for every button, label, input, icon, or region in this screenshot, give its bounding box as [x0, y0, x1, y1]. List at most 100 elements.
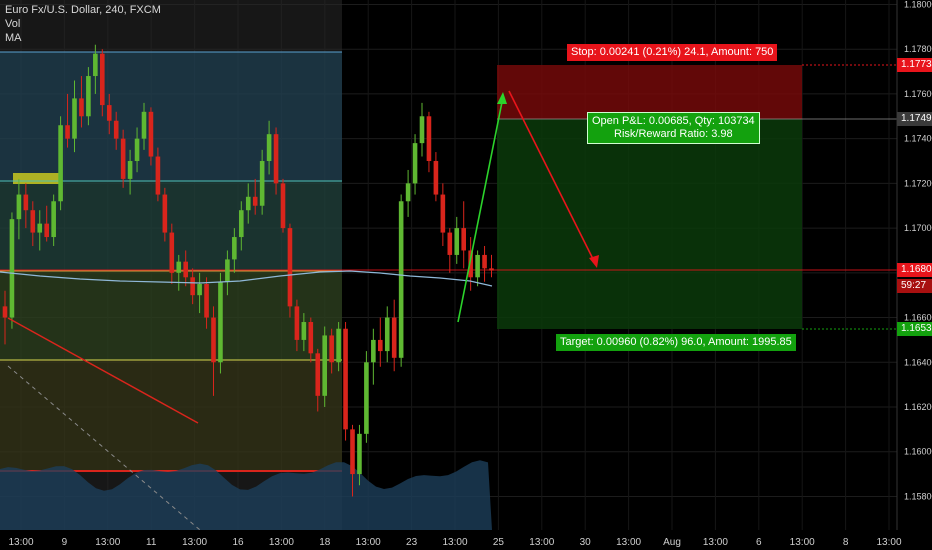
- candle: [259, 149, 265, 215]
- candle-body: [155, 156, 161, 195]
- indicator-vol-label[interactable]: Vol: [5, 18, 21, 30]
- candle-body: [134, 138, 140, 162]
- candle: [440, 183, 446, 246]
- candles: [2, 44, 494, 497]
- candle-body: [489, 268, 494, 271]
- candle: [301, 313, 307, 352]
- overlay-drawings: [0, 90, 599, 531]
- candle: [357, 424, 362, 486]
- candle: [336, 322, 341, 372]
- candle: [433, 152, 439, 202]
- candle-body: [350, 429, 355, 475]
- candle: [197, 272, 202, 314]
- x-tick-label: 25: [493, 537, 505, 548]
- candle-body: [113, 120, 119, 139]
- candle-body: [120, 138, 126, 179]
- candle: [30, 201, 36, 246]
- candle-body: [378, 339, 383, 352]
- candle-body: [391, 317, 397, 358]
- candle-body: [398, 201, 404, 358]
- candle: [86, 67, 91, 126]
- candle-body: [72, 98, 77, 139]
- candle: [225, 250, 230, 296]
- candle-body: [482, 254, 487, 269]
- y-tick-label: 1.17600: [904, 89, 932, 99]
- symbol-title[interactable]: Euro Fx/U.S. Dollar, 240, FXCM: [5, 4, 161, 16]
- candle-body: [127, 161, 133, 179]
- candle-body: [176, 261, 182, 273]
- red-arrow-head: [589, 255, 599, 268]
- candle: [218, 272, 223, 374]
- x-tick-label: 8: [843, 537, 849, 548]
- candle: [343, 322, 348, 441]
- candle: [350, 424, 355, 497]
- stop-label[interactable]: Stop: 0.00241 (0.21%) 24.1, Amount: 750: [567, 44, 778, 61]
- candle: [176, 254, 182, 291]
- y-tick-label: 1.17800: [904, 44, 932, 54]
- candle-body: [294, 306, 300, 340]
- x-axis[interactable]: 13:00 9 13:00 11 13:00 16 13:00 18 13:00 23 13:00 2…: [8, 537, 901, 548]
- y-tick-label: 1.18000: [904, 0, 932, 9]
- green-up-arrow: [457, 96, 504, 323]
- target-label[interactable]: Target: 0.00960 (0.82%) 96.0, Amount: 19…: [556, 334, 796, 351]
- candle: [419, 102, 425, 157]
- candle-body: [30, 210, 36, 233]
- candle-body: [197, 284, 202, 296]
- candle-body: [169, 232, 175, 273]
- x-tick-label: 18: [319, 537, 331, 548]
- candle-body: [23, 194, 29, 211]
- candle-body: [461, 228, 466, 251]
- entry-price-tag: 1.17493: [897, 112, 932, 126]
- candle: [106, 93, 112, 135]
- stop-loss-zone: [497, 65, 802, 119]
- y-axis[interactable]: 1.18000 1.17800 1.17600 1.17400 1.17200 1.170…: [904, 0, 932, 501]
- candle-body: [86, 76, 91, 117]
- yellow-highlight-band: [13, 173, 61, 184]
- x-tick-label: 11: [146, 537, 157, 548]
- candle: [266, 120, 272, 175]
- candle: [23, 183, 29, 229]
- candle: [16, 178, 22, 240]
- candle: [44, 205, 49, 242]
- candle: [239, 201, 244, 251]
- candle: [58, 116, 63, 211]
- candle: [120, 129, 126, 188]
- x-tick-label: 13:00: [442, 537, 467, 548]
- candle-body: [100, 53, 105, 106]
- candle: [245, 183, 251, 224]
- candle-body: [218, 281, 223, 363]
- candle: [489, 254, 494, 278]
- candle: [2, 290, 8, 345]
- candle: [447, 228, 453, 273]
- green-arrow-head: [497, 92, 507, 104]
- target-price-tag: 1.16533: [897, 322, 932, 336]
- candle-body: [79, 98, 84, 117]
- candle-body: [266, 134, 272, 162]
- candle-body: [2, 306, 8, 318]
- candle-body: [65, 125, 70, 139]
- candle: [9, 212, 15, 329]
- grey-dashed-line: [7, 365, 201, 531]
- candle: [294, 299, 300, 352]
- candle: [398, 194, 404, 367]
- candle: [468, 237, 473, 291]
- y-tick-label: 1.17400: [904, 134, 932, 144]
- candle-body: [239, 210, 244, 238]
- candle-body: [412, 143, 418, 184]
- pnl-label: Open P&L: 0.00685, Qty: 103734: [592, 115, 755, 127]
- x-tick-label: 30: [580, 537, 592, 548]
- candle-body: [405, 183, 411, 202]
- candle-body: [245, 196, 251, 211]
- candle-body: [44, 223, 49, 238]
- candle: [308, 317, 314, 363]
- y-tick-label: 1.17200: [904, 178, 932, 188]
- candle: [252, 178, 258, 215]
- x-tick-label: 23: [406, 537, 418, 548]
- indicator-ma-label[interactable]: MA: [5, 32, 22, 44]
- take-profit-zone: [497, 119, 802, 329]
- current-price-tag: 1.16808: [897, 263, 932, 277]
- candle-body: [440, 194, 446, 233]
- pnl-box[interactable]: Open P&L: 0.00685, Qty: 103734 Risk/Rewa…: [587, 112, 760, 144]
